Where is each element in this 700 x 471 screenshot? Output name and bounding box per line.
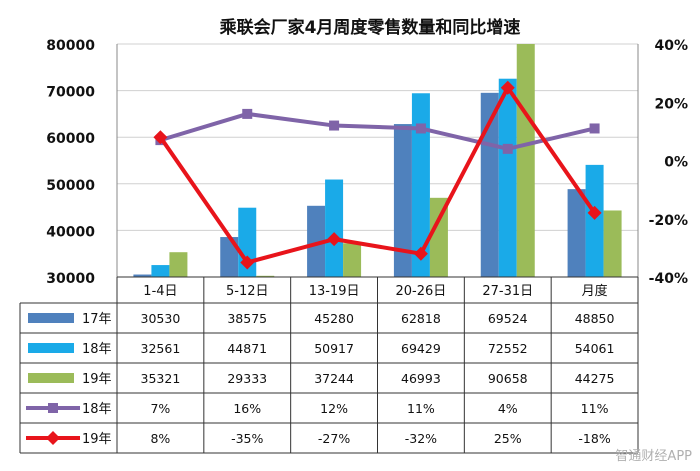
data-label-19年-月度: 44275 <box>575 371 615 386</box>
data-label-19年-13-19日: -27% <box>318 431 350 446</box>
data-label-17年-20-26日: 62818 <box>401 311 441 326</box>
marker-diamond <box>240 255 255 270</box>
category-label: 月度 <box>582 283 608 299</box>
axes: 30000 40000 50000 60000 70000 80000 -40% -20% 0%… <box>46 38 688 287</box>
data-label-17年-5-12日: 38575 <box>227 311 267 326</box>
data-label-18年-月度: 54061 <box>575 341 615 356</box>
marker-square <box>242 108 253 119</box>
data-label-19年-13-19日: 37244 <box>314 371 354 386</box>
bar-18年-27-31日 <box>498 78 517 278</box>
data-label-18年-27-31日: 4% <box>498 401 518 416</box>
legend-label-18年: 18年 <box>82 402 112 417</box>
legend-key-bar-19年 <box>28 373 74 383</box>
marker-diamond <box>500 80 515 95</box>
marker-square <box>589 123 600 134</box>
bar-17年-13-19日 <box>307 205 326 277</box>
data-label-19年-20-26日: -32% <box>405 431 437 446</box>
marker-square <box>329 120 340 131</box>
y-tick-label: 50000 <box>46 178 95 194</box>
y2-tick-label: -20% <box>649 213 688 229</box>
marker-square <box>415 123 426 134</box>
data-label-18年-1-4日: 7% <box>150 401 170 416</box>
data-label-19年-1-4日: 35321 <box>141 371 181 386</box>
data-table: 1-4日 5-12日 13-19日 20-26日 27-31日 月度 17年 30530 385… <box>19 276 639 454</box>
data-label-18年-月度: 11% <box>581 401 609 416</box>
data-label-17年-13-19日: 45280 <box>314 311 354 326</box>
y-tick-label: 70000 <box>46 85 95 101</box>
data-label-17年-月度: 48850 <box>575 311 615 326</box>
data-label-19年-27-31日: 25% <box>494 431 522 446</box>
data-label-19年-1-4日: 8% <box>150 431 170 446</box>
y-tick-label: 60000 <box>46 131 95 147</box>
y-tick-label: 40000 <box>46 224 95 240</box>
bars <box>133 44 622 278</box>
y2-tick-label: 20% <box>654 96 688 112</box>
category-label: 1-4日 <box>143 284 177 299</box>
category-label: 13-19日 <box>309 284 360 299</box>
y2-tick-label: 0% <box>664 155 688 171</box>
y-tick-label: 30000 <box>46 271 95 287</box>
data-label-19年-月度: -18% <box>578 431 610 446</box>
legend-label-19年: 19年 <box>82 432 112 447</box>
data-label-19年-5-12日: 29333 <box>227 371 267 386</box>
chart-title: 乘联会厂家4月周度零售数量和同比增速 <box>219 17 521 38</box>
category-label: 27-31日 <box>482 284 533 299</box>
legend-key-bar-17年 <box>28 313 74 323</box>
data-label-19年-5-12日: -35% <box>231 431 263 446</box>
lines <box>153 80 602 270</box>
y2-tick-label: -40% <box>649 271 688 287</box>
bar-19年-27-31日 <box>516 44 535 277</box>
line-18年-purple <box>159 111 596 151</box>
bar-17年-20-26日 <box>393 124 412 278</box>
legend-key-marker <box>46 431 60 445</box>
y-tick-label: 80000 <box>46 38 95 54</box>
legend-label-19年: 19年 <box>82 372 112 387</box>
data-label-18年-27-31日: 72552 <box>488 341 528 356</box>
legend-key-bar-18年 <box>28 343 74 353</box>
watermark: 智通财经APP <box>615 449 692 464</box>
bar-19年-20-26日 <box>429 197 448 277</box>
bar-18年-月度 <box>585 164 604 277</box>
data-label-18年-13-19日: 50917 <box>314 341 354 356</box>
data-label-19年-20-26日: 46993 <box>401 371 441 386</box>
marker-diamond <box>587 205 602 220</box>
data-label-18年-5-12日: 16% <box>233 401 261 416</box>
category-label: 5-12日 <box>226 284 269 299</box>
bar-17年-月度 <box>567 189 586 277</box>
legend-key-marker <box>48 403 58 413</box>
bar-19年-13-19日 <box>343 243 362 277</box>
line-19年-red <box>158 85 597 265</box>
marker-diamond <box>153 130 168 145</box>
category-label: 20-26日 <box>396 284 447 299</box>
data-label-18年-20-26日: 69429 <box>401 341 441 356</box>
legend-label-17年: 17年 <box>82 312 112 327</box>
data-label-18年-20-26日: 11% <box>407 401 435 416</box>
data-label-18年-13-19日: 12% <box>320 401 348 416</box>
bar-19年-5-12日 <box>256 275 275 277</box>
data-label-18年-5-12日: 44871 <box>227 341 267 356</box>
bar-17年-1-4日 <box>133 274 152 277</box>
bar-18年-20-26日 <box>411 93 430 277</box>
bar-18年-1-4日 <box>151 265 170 277</box>
data-label-18年-1-4日: 32561 <box>141 341 181 356</box>
data-label-17年-1-4日: 30530 <box>141 311 181 326</box>
bar-19年-月度 <box>603 210 622 277</box>
marker-diamond <box>413 246 428 261</box>
legend-label-18年: 18年 <box>82 342 112 357</box>
y2-tick-label: 40% <box>654 38 688 54</box>
bar-17年-5-12日 <box>220 237 239 277</box>
bar-19年-1-4日 <box>169 252 188 277</box>
bar-17年-27-31日 <box>480 92 499 277</box>
bar-18年-13-19日 <box>325 179 344 277</box>
marker-diamond <box>327 232 342 247</box>
data-label-17年-27-31日: 69524 <box>488 311 528 326</box>
data-label-19年-27-31日: 90658 <box>488 371 528 386</box>
marker-square <box>502 143 513 154</box>
